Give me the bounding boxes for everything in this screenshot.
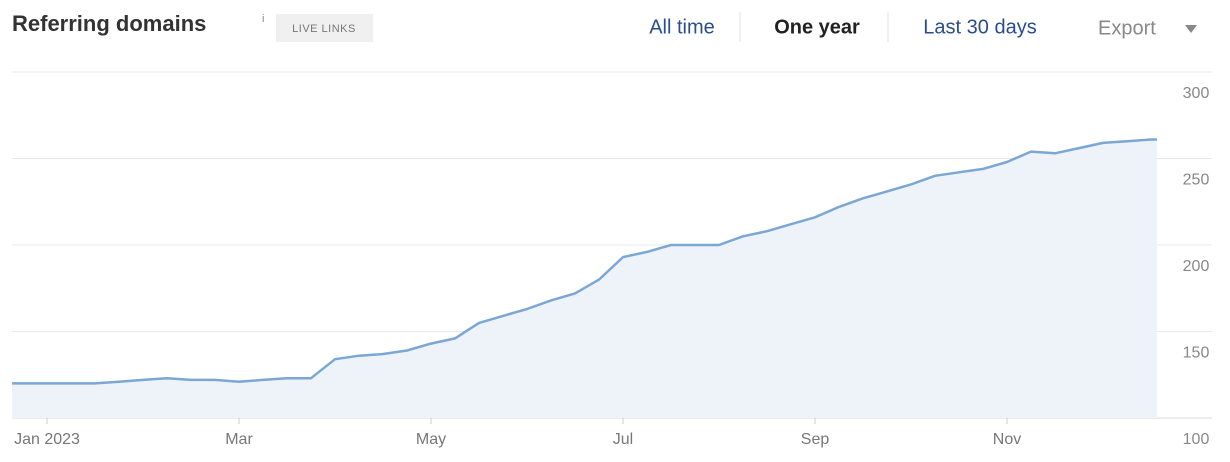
y-tick-label: 100 bbox=[1183, 431, 1210, 448]
x-tick-label: Sep bbox=[801, 431, 830, 448]
tab[interactable]: Last 30 days bbox=[923, 16, 1036, 38]
x-tick-label: Jan 2023 bbox=[14, 431, 80, 448]
x-tick-label: Nov bbox=[993, 431, 1021, 448]
badge-bg bbox=[276, 14, 373, 42]
line bbox=[12, 138, 1157, 385]
chart-title: Referring domains bbox=[12, 11, 206, 36]
y-tick-label: 300 bbox=[1183, 85, 1210, 102]
badge: LIVE LINKS bbox=[292, 23, 356, 35]
x-tick-label: May bbox=[416, 431, 446, 448]
tab[interactable]: One year bbox=[774, 16, 860, 38]
y-tick-label: 250 bbox=[1183, 172, 1210, 189]
x-tick-label: Jul bbox=[613, 431, 633, 448]
tab[interactable]: All time bbox=[649, 16, 715, 38]
x-tick-label: Mar bbox=[225, 431, 253, 448]
y-tick-label: 200 bbox=[1183, 258, 1210, 275]
info-icon[interactable]: i bbox=[262, 13, 264, 25]
area bbox=[12, 139, 1157, 418]
export-button[interactable]: Export bbox=[1098, 17, 1156, 39]
y-tick-label: 150 bbox=[1183, 345, 1210, 362]
export-caret[interactable] bbox=[1185, 25, 1197, 33]
